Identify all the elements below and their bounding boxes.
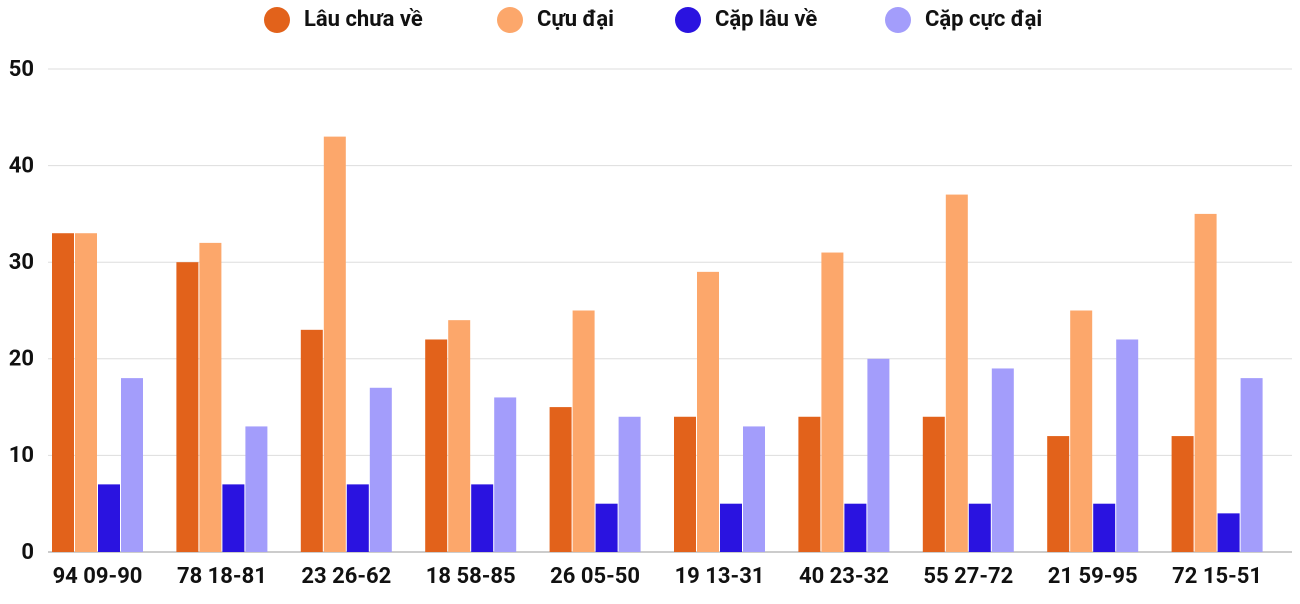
bar: [798, 416, 821, 552]
bar: [549, 407, 572, 552]
bar: [346, 484, 369, 552]
y-tick-label: 0: [21, 540, 34, 565]
bar: [448, 320, 471, 552]
y-tick-label: 50: [9, 57, 34, 82]
bar: [494, 397, 517, 552]
bar: [199, 242, 222, 552]
x-tick-label: 72 15-51: [1172, 564, 1262, 589]
bar: [743, 426, 765, 552]
bar: [176, 262, 199, 552]
y-tick-label: 20: [9, 347, 34, 372]
y-tick-label: 30: [9, 250, 34, 275]
legend-label: Cặp lâu về: [715, 7, 817, 32]
bar: [844, 503, 867, 552]
legend-label: Lâu chưa về: [304, 7, 423, 32]
y-tick-label: 40: [9, 153, 34, 178]
bar: [697, 271, 719, 552]
bar: [922, 416, 945, 552]
bar: [991, 368, 1014, 552]
bar: [1070, 310, 1093, 552]
bar: [222, 484, 245, 552]
x-tick-label: 19 13-31: [675, 564, 765, 589]
bar: [1194, 213, 1217, 552]
bar: [471, 484, 494, 552]
bar: [245, 426, 268, 552]
bar: [323, 136, 346, 552]
bar: [1240, 378, 1263, 552]
bar: [52, 233, 74, 552]
bar: [867, 358, 890, 552]
x-tick-label: 21 59-95: [1048, 564, 1138, 589]
bar: [1093, 503, 1116, 552]
bar: [75, 233, 97, 552]
bar: [821, 252, 844, 553]
legend-swatch: [675, 7, 701, 33]
y-tick-label: 10: [9, 443, 34, 468]
bar: [1047, 436, 1070, 552]
bar: [720, 503, 742, 552]
legend-label: Cựu đại: [537, 7, 614, 32]
bar: [595, 503, 618, 552]
bar: [1171, 436, 1194, 552]
x-tick-label: 94 09-90: [53, 564, 143, 589]
legend-swatch: [264, 7, 290, 33]
bar: [121, 378, 143, 552]
bar: [300, 329, 323, 552]
x-tick-label: 18 58-85: [426, 564, 516, 589]
bar: [572, 310, 595, 552]
legend-swatch: [885, 7, 911, 33]
x-tick-label: 23 26-62: [301, 564, 391, 589]
bar: [1217, 513, 1240, 552]
bar: [968, 503, 991, 552]
bar: [618, 416, 641, 552]
legend-swatch: [497, 7, 523, 33]
x-tick-label: 55 27-72: [923, 564, 1013, 589]
legend-label: Cặp cực đại: [925, 7, 1042, 32]
x-tick-label: 26 05-50: [550, 564, 640, 589]
bar: [369, 387, 392, 552]
bar: [98, 484, 120, 552]
x-tick-label: 78 18-81: [177, 564, 267, 589]
bar: [674, 416, 696, 552]
bar: [425, 339, 448, 552]
bar: [945, 194, 968, 552]
bar: [1116, 339, 1139, 552]
x-tick-label: 40 23-32: [799, 564, 889, 589]
